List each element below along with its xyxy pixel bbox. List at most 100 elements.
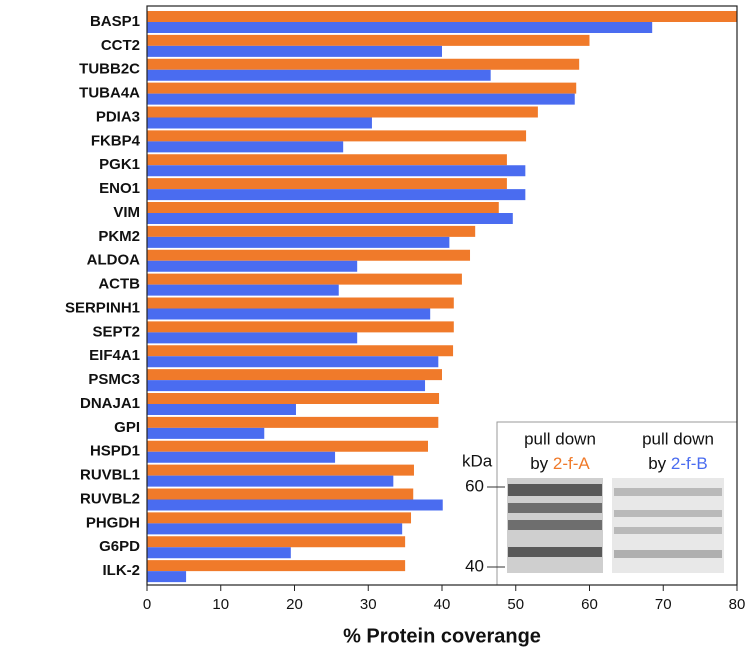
category-label: RUVBL1 [80, 467, 140, 484]
bar [147, 560, 406, 572]
lane-probe: by 2-f-B [648, 454, 708, 473]
marker-label: 60 [465, 476, 484, 495]
bar [147, 165, 526, 177]
bar [147, 249, 471, 261]
bar [147, 11, 737, 22]
category-label: TUBA4A [79, 85, 140, 102]
bar [147, 34, 590, 46]
blot-band [614, 488, 722, 496]
bar [147, 308, 431, 320]
bar [147, 451, 336, 463]
bar [147, 475, 394, 487]
category-label: G6PD [99, 538, 140, 555]
bar [147, 130, 527, 142]
bar [147, 58, 580, 70]
x-tick-label: 50 [507, 596, 524, 613]
category-label: BASP1 [90, 13, 140, 30]
inset: kDa 60 40 pull down by 2-f-A pull down by 2… [462, 421, 738, 586]
bar [147, 202, 499, 213]
bar [147, 536, 406, 548]
bar [147, 45, 442, 57]
blot-band [508, 547, 602, 557]
unit-label: kDa [462, 451, 493, 470]
bar [147, 22, 653, 33]
lane-label: pull down [642, 429, 714, 448]
bar [147, 297, 454, 309]
bar [147, 499, 443, 511]
bar [147, 321, 454, 333]
category-label: PDIA3 [96, 108, 140, 125]
bar [147, 284, 339, 296]
category-label: ILK-2 [103, 562, 141, 579]
bar [147, 117, 372, 129]
category-label: DNAJA1 [80, 395, 140, 412]
lane-label: pull down [524, 429, 596, 448]
bar [147, 154, 507, 166]
category-label: ENO1 [99, 180, 140, 197]
lane-probe: by 2-f-A [530, 454, 590, 473]
bar [147, 571, 187, 583]
bar [147, 488, 414, 500]
bar [147, 369, 442, 381]
bar [147, 523, 403, 535]
bar [147, 345, 454, 357]
x-tick-label: 30 [360, 596, 377, 613]
bar [147, 512, 412, 524]
x-axis-label: % Protein coverange [343, 625, 541, 647]
x-tick-label: 80 [729, 596, 746, 613]
x-tick-label: 10 [212, 596, 229, 613]
category-label: ACTB [98, 276, 140, 293]
bar [147, 416, 439, 428]
bar [147, 178, 507, 190]
x-tick-label: 70 [655, 596, 672, 613]
category-label: RUVBL2 [80, 490, 140, 507]
bar [147, 273, 462, 285]
bar [147, 69, 491, 81]
bar [147, 393, 440, 404]
category-label: PGK1 [99, 156, 140, 173]
x-tick-label: 0 [143, 596, 151, 613]
probe-name: 2-f-B [671, 454, 708, 473]
bar [147, 404, 296, 415]
blot-band [508, 520, 602, 530]
bar [147, 189, 526, 201]
category-label: GPI [114, 419, 140, 436]
bar [147, 225, 476, 237]
x-tick-label: 20 [286, 596, 303, 613]
category-label: VIM [113, 204, 140, 221]
category-label: SERPINH1 [65, 299, 140, 316]
bar [147, 106, 538, 118]
lane-by: by [530, 454, 548, 473]
x-tick-label: 60 [581, 596, 598, 613]
bar [147, 464, 414, 476]
category-label: PKM2 [98, 228, 140, 245]
lane-by: by [648, 454, 666, 473]
bar [147, 547, 291, 559]
x-tick-label: 40 [434, 596, 451, 613]
blot-band [508, 503, 602, 513]
blot-band [508, 484, 602, 496]
bar [147, 82, 577, 94]
blot-band [614, 510, 722, 517]
category-label: PSMC3 [88, 371, 140, 388]
category-label: HSPD1 [90, 443, 140, 460]
category-label: CCT2 [101, 37, 140, 54]
category-label: SEPT2 [92, 323, 140, 340]
bar [147, 236, 450, 248]
bar [147, 440, 428, 452]
marker-label: 40 [465, 556, 484, 575]
probe-name: 2-f-A [553, 454, 591, 473]
bar [147, 356, 439, 368]
bar [147, 260, 358, 272]
blot-band [614, 527, 722, 534]
bar [147, 213, 513, 224]
bar [147, 427, 265, 439]
bar [147, 141, 344, 153]
category-label: EIF4A1 [89, 347, 140, 364]
bar [147, 380, 426, 392]
bar [147, 93, 575, 105]
category-label: ALDOA [87, 252, 140, 269]
category-label: FKBP4 [91, 132, 141, 149]
category-label: PHGDH [86, 514, 140, 531]
